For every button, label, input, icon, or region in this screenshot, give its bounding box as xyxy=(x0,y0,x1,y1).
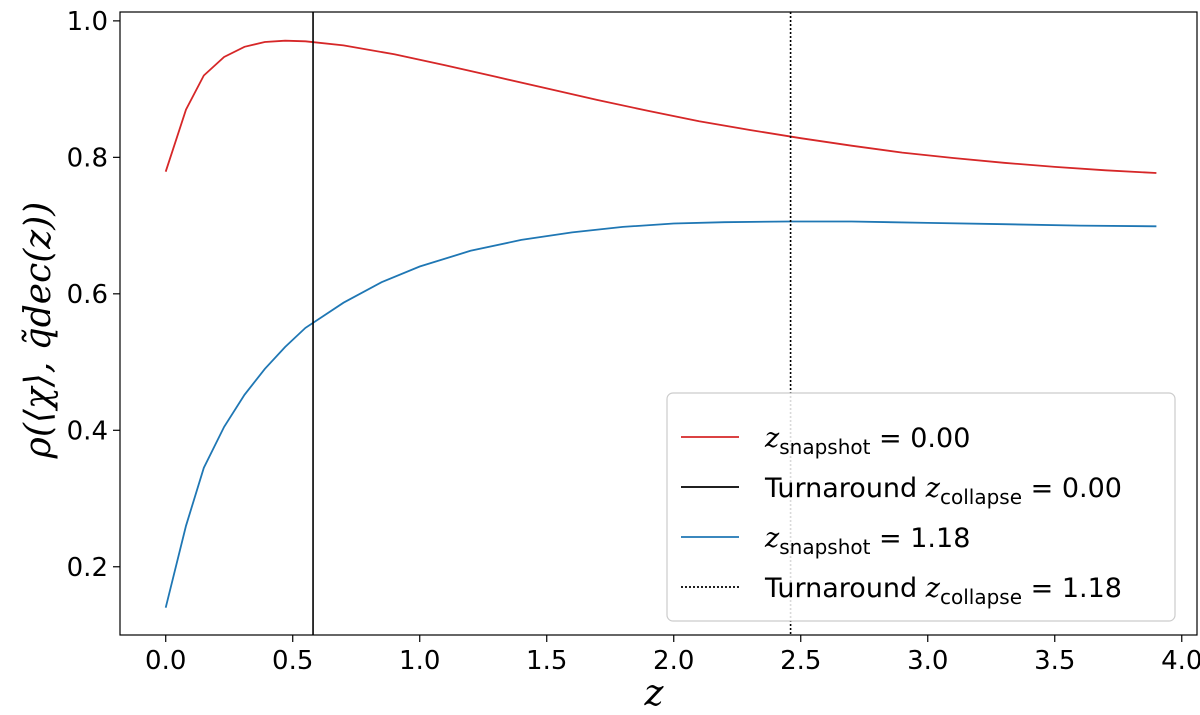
x-tick-label: 0.0 xyxy=(145,646,186,676)
series-line-2 xyxy=(164,220,1157,608)
x-tick-label: 0.5 xyxy=(272,646,313,676)
x-tick-label: 3.0 xyxy=(907,646,948,676)
legend-label: Turnaround zcollapse = 1.18 xyxy=(764,573,1122,609)
y-axis-ticks: 0.2 0.4 0.6 0.8 1.0 xyxy=(67,7,120,583)
plot-area xyxy=(119,11,1198,636)
y-tick-label: 1.0 xyxy=(67,7,108,37)
x-axis-ticks: 0.0 0.5 1.0 1.5 2.0 2.5 3.0 3.5 4.0 xyxy=(145,635,1200,676)
x-tick-label: 2.5 xyxy=(780,646,821,676)
legend-label: Turnaround zcollapse = 0.00 xyxy=(764,473,1122,509)
y-tick-label: 0.4 xyxy=(67,416,108,446)
x-tick-label: 2.0 xyxy=(653,646,694,676)
legend: zsnapshot = 0.00 Turnaround zcollapse = 0… xyxy=(666,392,1176,622)
x-tick-label: 3.5 xyxy=(1034,646,1075,676)
y-tick-label: 0.8 xyxy=(67,143,108,173)
series-line-1 xyxy=(164,39,1157,174)
legend-box xyxy=(666,392,1176,622)
x-tick-label: 1.0 xyxy=(399,646,440,676)
y-tick-label: 0.2 xyxy=(67,553,108,583)
y-tick-label: 0.6 xyxy=(67,280,108,310)
x-tick-label: 4.0 xyxy=(1161,646,1200,676)
x-tick-label: 1.5 xyxy=(526,646,567,676)
y-axis-label: ρ(⟨χ⟩, q̃dec(z)) xyxy=(18,202,59,460)
x-axis-label: z xyxy=(644,673,665,714)
plot-frame xyxy=(119,11,1198,636)
legend-label: zsnapshot = 0.00 xyxy=(764,423,970,459)
legend-label: zsnapshot = 1.18 xyxy=(764,523,970,559)
